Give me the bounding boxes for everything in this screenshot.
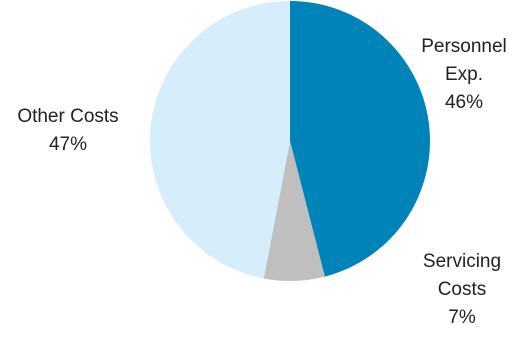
slice-name-label: Costs	[438, 279, 487, 300]
slice-name-label: Exp.	[445, 64, 483, 85]
slice-name-label: Other Costs	[17, 106, 118, 127]
slice-name-label: Servicing	[423, 251, 501, 272]
slice-label-1: Servicing Costs 7%	[423, 251, 501, 328]
slice-label-2: Other Costs 47%	[17, 106, 118, 155]
slice-value-label: 7%	[448, 307, 476, 328]
pie-slices	[150, 1, 430, 281]
slice-value-label: 47%	[49, 134, 87, 155]
slice-value-label: 46%	[445, 92, 483, 113]
slice-name-label: Personnel	[421, 36, 507, 57]
pie-slice-2	[150, 1, 290, 279]
slice-label-0: Personnel Exp. 46%	[421, 36, 507, 113]
pie-slice-0	[290, 1, 430, 277]
pie-slice-1	[263, 141, 325, 281]
pie-labels: Personnel Exp. 46% Servicing Costs 7% Other Co…	[17, 36, 506, 328]
